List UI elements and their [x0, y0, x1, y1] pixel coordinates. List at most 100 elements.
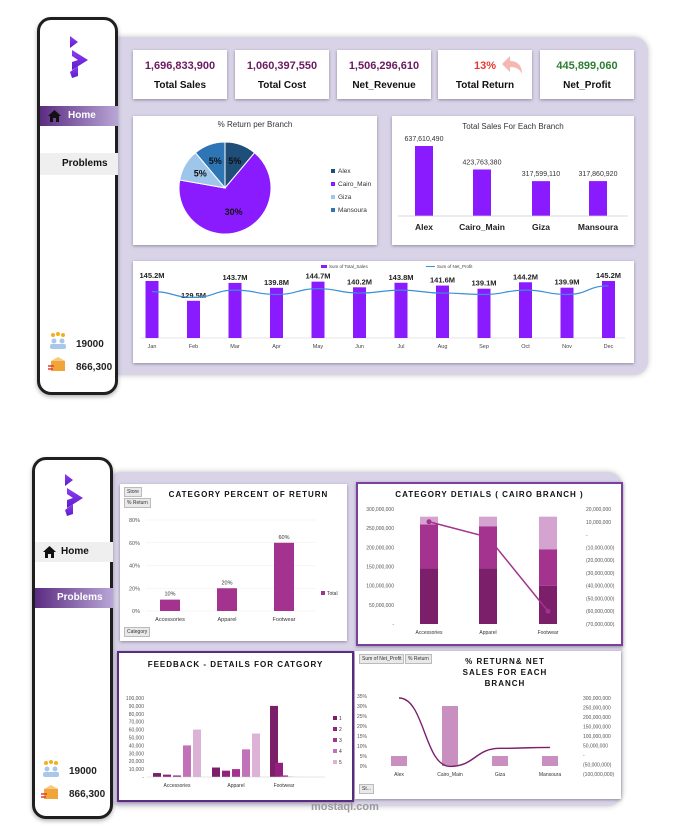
pie-chart-title: % Return per Branch: [217, 120, 293, 129]
stacked-bar-segment: [479, 526, 497, 569]
month-bar: [353, 287, 366, 338]
store-filter-chip[interactable]: Store: [124, 487, 142, 497]
pie-slice-cairo_main: [178, 152, 272, 235]
y-tick-label: -: [392, 622, 394, 628]
y-tick-label: 10,000: [129, 767, 145, 773]
net-sales-line: [398, 697, 551, 768]
month-bar-label: 139.9M: [554, 278, 579, 287]
monthly-sales-chart: 145.2M Jan 129.5M Feb 143.7M Mar 139.8M Apr 144.…: [139, 264, 625, 350]
nav-problems-label: Problems: [62, 158, 108, 169]
y-tick-label: 20%: [129, 586, 140, 592]
y-tick-label: 5%: [360, 754, 368, 760]
y2-tick-label: 10,000,000: [586, 520, 611, 526]
category-label: Apparel: [479, 630, 496, 636]
y2-tick-label: (30,000,000): [586, 571, 615, 577]
kpi-card-net-profit: 445,899,060 Net_Profit: [540, 50, 634, 99]
category-return-bar: [274, 542, 294, 611]
y2-tick-label: (70,000,000): [586, 622, 615, 628]
legend-sales-swatch: [321, 265, 327, 268]
y-tick-label: 10%: [357, 744, 368, 750]
y-tick-label: 250,000,000: [366, 526, 394, 532]
legend-label: 5: [339, 760, 342, 766]
return-filter-chip[interactable]: % Return: [124, 498, 151, 508]
pie-slice-label: 5%: [209, 156, 222, 166]
nav-problems-button[interactable]: Problems: [40, 153, 118, 175]
feedback-bar: [193, 729, 201, 777]
pie-legend-swatch: [331, 195, 335, 199]
month-bar: [477, 288, 491, 338]
branch-label: Cairo_Main: [437, 772, 463, 778]
y-tick-label: 50,000: [129, 736, 145, 742]
y2-tick-label: (40,000,000): [586, 584, 615, 590]
category-label: Apparel: [218, 617, 237, 623]
legend-label: Total: [327, 591, 338, 597]
branch-bar-label: 423,763,380: [463, 159, 502, 166]
y2-tick-label: 150,000,000: [583, 725, 611, 731]
orders-icon: [48, 357, 65, 371]
month-category-label: Oct: [521, 344, 530, 350]
stacked-bar-segment: [539, 516, 557, 550]
nav-problems-label: Problems: [57, 592, 103, 603]
orders-icon: [41, 785, 58, 799]
category-return-title: CATEGORY PERCENT OF RETURN: [168, 490, 329, 499]
feedback-bar: [270, 705, 278, 777]
month-category-label: May: [313, 344, 324, 350]
kpi-card-net-revenue: 1,506,296,610 Net_Revenue: [337, 50, 431, 99]
net-profit-filter-chip[interactable]: Sum of Net_Profit: [359, 654, 405, 664]
feedback-bar: [212, 767, 220, 777]
y-tick-label: 80,000: [129, 712, 145, 718]
category-return-bar: [160, 599, 180, 611]
nav-home-button[interactable]: Home: [40, 106, 118, 126]
category-return-card: CATEGORY PERCENT OF RETURN Store % Retur…: [120, 484, 347, 641]
return-net-sales-chart: 35% 30% 25% 20% 15% 10% 5% 0% 300,000,000 250,000…: [357, 694, 614, 778]
kpi-value: 1,696,833,900: [144, 60, 216, 72]
category-return-chart: 0% 20% 40% 60% 80% 10% Accessories 20% Apparel 60…: [129, 518, 338, 623]
y-tick-label: 30,000: [129, 751, 145, 757]
y-tick-label: 25%: [357, 714, 368, 720]
branch-sales-title: Total Sales For Each Branch: [462, 122, 564, 131]
return-bar: [442, 706, 458, 766]
kpi-value: 13%: [473, 60, 497, 72]
y2-tick-label: 200,000,000: [583, 715, 611, 721]
store-filter-chip[interactable]: St...: [359, 784, 374, 794]
y2-tick-label: (50,000,000): [586, 596, 615, 602]
month-category-label: Jan: [148, 344, 157, 350]
nav-problems-button[interactable]: Problems: [35, 588, 113, 608]
month-bar: [394, 282, 408, 338]
pie-legend-swatch: [331, 182, 335, 186]
nav-home-button[interactable]: Home: [35, 542, 113, 562]
category-filter-chip[interactable]: Category: [124, 627, 151, 637]
kpi-label: Total Return: [455, 80, 515, 91]
return-arrow-icon: [502, 56, 522, 74]
y2-tick-label: (100,000,000): [583, 772, 614, 778]
feedback-bar: [242, 749, 250, 777]
pie-chart-card: % Return per Branch 5% 5% 30% 5% Alex Cairo_…: [133, 116, 377, 245]
kpi-label: Net_Revenue: [352, 80, 416, 91]
category-label: Footwear: [538, 630, 559, 636]
y-tick-label: 200,000,000: [366, 545, 394, 551]
pie-legend-label: Cairo_Main: [338, 181, 372, 188]
category-label: Accessories: [416, 630, 443, 636]
legend-swatch: [333, 727, 337, 731]
orders-count: 866,300: [69, 789, 106, 800]
y2-tick-label: (20,000,000): [586, 558, 615, 564]
month-bar-label: 144.2M: [513, 272, 538, 281]
y2-tick-label: 20,000,000: [586, 507, 611, 513]
month-bar: [270, 287, 283, 338]
dashboard2-sidebar: Home Problems 19000 866,300: [32, 457, 113, 819]
feedback-bar: [173, 775, 181, 777]
kpi-card-total-return: 13% Total Return: [438, 50, 532, 99]
return-net-sales-card: Sum of Net_Profit % Return St... % RETUR…: [311, 651, 621, 813]
line-marker: [545, 608, 551, 614]
feedback-bar: [275, 762, 283, 777]
return-filter-chip[interactable]: % Return: [405, 654, 432, 664]
feedback-bar: [153, 773, 161, 777]
stacked-bar-segment: [420, 524, 438, 569]
stacked-bar-segment: [479, 568, 497, 624]
month-bar-label: 141.6M: [430, 276, 455, 285]
pie-legend-label: Alex: [338, 168, 351, 175]
month-category-label: Jul: [397, 344, 404, 350]
feedback-details-card: FEEDBACK - DETAILS FOR CATGORY 100,000 90…: [117, 651, 354, 802]
feedback-bar: [252, 733, 260, 777]
pie-slice-label: 5%: [194, 169, 207, 179]
